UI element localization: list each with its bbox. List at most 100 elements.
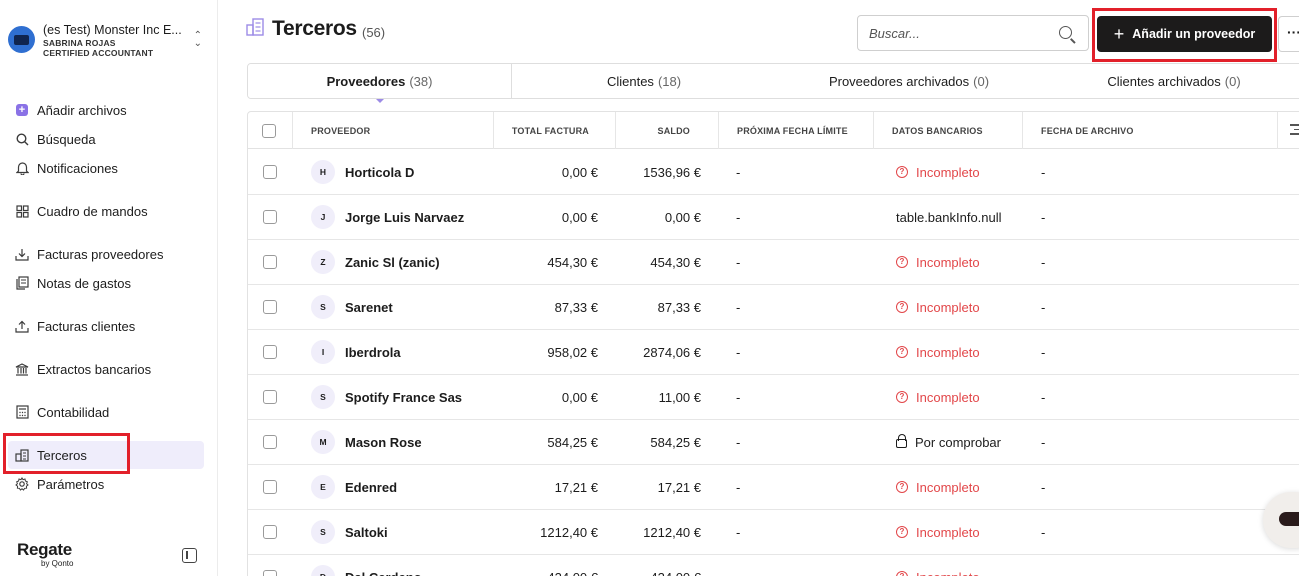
avatar: S xyxy=(311,520,335,544)
total-factura: 0,00 € xyxy=(561,164,598,180)
row-checkbox[interactable] xyxy=(263,300,277,314)
sidebar-item-label: Contabilidad xyxy=(37,404,110,420)
row-checkbox[interactable] xyxy=(263,525,277,539)
proxima-fecha-limite: - xyxy=(736,209,741,225)
total-factura: 584,25 € xyxy=(547,434,598,450)
avatar: D xyxy=(311,565,335,576)
supplier-name[interactable]: Spotify France Sas xyxy=(345,389,463,405)
column-settings-icon[interactable] xyxy=(1290,124,1299,136)
sidebar-item-notifications[interactable]: Notificaciones xyxy=(8,154,204,182)
supplier-name[interactable]: Horticola D xyxy=(345,164,415,180)
row-checkbox[interactable] xyxy=(263,255,277,269)
warning-circle-icon: ? xyxy=(896,481,908,493)
table-row[interactable]: M Mason Rose 584,25 € 584,25 € - Por comproba… xyxy=(248,420,1299,465)
tab-clientes[interactable]: Clientes (18) xyxy=(606,73,682,89)
bell-icon xyxy=(14,160,30,176)
sidebar-item-third-parties[interactable]: Terceros xyxy=(8,441,204,469)
table-row[interactable]: J Jorge Luis Narvaez 0,00 € 0,00 € - table.ba… xyxy=(248,195,1299,240)
supplier-name[interactable]: Iberdrola xyxy=(345,344,401,360)
table-row[interactable]: I Iberdrola 958,02 € 2874,06 € -? Incompleto - xyxy=(248,330,1299,375)
supplier-name[interactable]: Dal Cerdeno xyxy=(345,570,422,576)
sidebar-item-supplier-invoices[interactable]: Facturas proveedores xyxy=(8,240,204,268)
row-checkbox[interactable] xyxy=(263,210,277,224)
tab-proveedores[interactable]: Proveedores (38) xyxy=(248,64,513,98)
warning-circle-icon: ? xyxy=(896,256,908,268)
saldo: 17,21 € xyxy=(657,479,701,495)
sidebar-item-bank-statements[interactable]: Extractos bancarios xyxy=(8,355,204,383)
supplier-name[interactable]: Mason Rose xyxy=(345,434,422,450)
table-row[interactable]: H Horticola D 0,00 € 1536,96 € -? Incompleto - xyxy=(248,150,1299,195)
search-icon xyxy=(14,131,30,147)
table-row[interactable]: E Edenred 17,21 € 17,21 € -? Incompleto - xyxy=(248,465,1299,510)
avatar: Z xyxy=(311,250,335,274)
row-checkbox[interactable] xyxy=(263,480,277,494)
row-checkbox[interactable] xyxy=(263,165,277,179)
warning-circle-icon: ? xyxy=(896,571,908,576)
gear-icon xyxy=(14,476,30,492)
sidebar-item-search[interactable]: Búsqueda xyxy=(8,125,204,153)
sidebar-item-client-invoices[interactable]: Facturas clientes xyxy=(8,312,204,340)
sidebar-item-settings[interactable]: Parámetros xyxy=(8,470,204,498)
column-header-proveedor[interactable]: PROVEEDOR xyxy=(293,112,494,149)
saldo: 584,25 € xyxy=(650,434,701,450)
supplier-name[interactable]: Sarenet xyxy=(345,299,393,315)
bank-status: Incompleto xyxy=(916,389,980,405)
avatar: E xyxy=(311,475,335,499)
collapse-sidebar-icon[interactable] xyxy=(182,548,197,563)
table-row[interactable]: Z Zanic Sl (zanic) 454,30 € 454,30 € -? Incom… xyxy=(248,240,1299,285)
column-header-total[interactable]: TOTAL FACTURA xyxy=(494,112,616,149)
saldo: 11,00 € xyxy=(658,389,701,405)
datos-bancarios: Por comprobar xyxy=(896,420,1001,464)
select-all-checkbox[interactable] xyxy=(262,123,276,138)
bank-status: table.bankInfo.null xyxy=(896,209,1002,225)
row-checkbox[interactable] xyxy=(263,345,277,359)
warning-circle-icon: ? xyxy=(896,526,908,538)
warning-circle-icon: ? xyxy=(896,166,908,178)
saldo: 424,00 € xyxy=(616,555,701,576)
total-factura: 1212,40 € xyxy=(540,524,598,540)
tab-clientes-archivados[interactable]: Clientes archivados (0) xyxy=(1107,73,1241,89)
supplier-name[interactable]: Jorge Luis Narvaez xyxy=(345,209,465,225)
fecha-archivo: - xyxy=(1041,555,1045,576)
table-row[interactable]: S Saltoki 1212,40 € 1212,40 € -? Incompleto - xyxy=(248,510,1299,555)
table-row[interactable]: S Spotify France Sas 0,00 € 11,00 € -? Incomp… xyxy=(248,375,1299,420)
bank-status: Incompleto xyxy=(916,524,980,540)
supplier-name[interactable]: Zanic Sl (zanic) xyxy=(345,254,440,270)
tab-proveedores-archivados[interactable]: Proveedores archivados (0) xyxy=(828,73,990,89)
bank-status: Incompleto xyxy=(916,570,980,576)
chevron-up-down-icon[interactable]: ⌃ ⌄ xyxy=(193,30,202,49)
plus-icon: + xyxy=(1113,24,1125,44)
search-input[interactable] xyxy=(869,25,1049,41)
supplier-name[interactable]: Saltoki xyxy=(345,524,388,540)
more-options-button[interactable]: ··· xyxy=(1278,16,1299,52)
column-header-fecha-limite[interactable]: PRÓXIMA FECHA LÍMITE xyxy=(719,112,874,149)
sidebar-item-expense-notes[interactable]: Notas de gastos xyxy=(8,269,204,297)
avatar: H xyxy=(311,160,335,184)
org-switcher[interactable]: (es Test) Monster Inc E... SABRINA ROJAS… xyxy=(8,22,208,62)
saldo: 0,00 € xyxy=(664,209,701,225)
search-icon[interactable] xyxy=(1059,26,1072,39)
column-header-datos-bancarios[interactable]: DATOS BANCARIOS xyxy=(874,112,1023,149)
bank-status: Incompleto xyxy=(916,164,980,180)
row-checkbox[interactable] xyxy=(263,390,277,404)
row-checkbox[interactable] xyxy=(263,570,277,576)
add-supplier-button[interactable]: + Añadir un proveedor xyxy=(1097,16,1272,52)
table-row[interactable]: S Sarenet 87,33 € 87,33 € -? Incompleto - xyxy=(248,285,1299,330)
sidebar-item-add-files[interactable]: + Añadir archivos xyxy=(8,96,204,124)
sidebar-item-label: Extractos bancarios xyxy=(37,361,152,377)
fecha-archivo: - xyxy=(1041,389,1046,405)
bank-status: Incompleto xyxy=(916,299,980,315)
table-row[interactable]: D Dal Cerdeno 424,00 € 424,00 € -? Incompleto… xyxy=(248,555,1299,576)
sidebar-item-accounting[interactable]: Contabilidad xyxy=(8,398,204,426)
total-factura: 0,00 € xyxy=(561,389,598,405)
supplier-name[interactable]: Edenred xyxy=(345,479,398,495)
row-checkbox[interactable] xyxy=(263,435,277,449)
sidebar-item-label: Terceros xyxy=(37,447,87,463)
proxima-fecha-limite: - xyxy=(736,344,741,360)
search-box[interactable] xyxy=(857,15,1089,51)
sidebar-item-dashboard[interactable]: Cuadro de mandos xyxy=(8,197,204,225)
datos-bancarios: ? Incompleto xyxy=(896,150,980,194)
column-header-fecha-archivo[interactable]: FECHA DE ARCHIVO xyxy=(1023,112,1278,149)
total-factura: 958,02 € xyxy=(547,344,598,360)
column-header-saldo[interactable]: SALDO xyxy=(616,112,719,149)
